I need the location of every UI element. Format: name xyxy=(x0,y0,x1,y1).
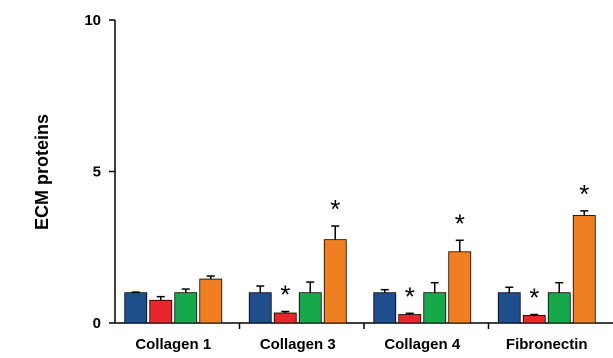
bar-c0-s0 xyxy=(124,292,148,324)
x-tick-label-2: Collagen 4 xyxy=(384,336,461,353)
significance-star-5: * xyxy=(579,179,589,209)
y-axis-title: ECM proteins xyxy=(32,114,52,230)
tick-labels: 0 5 10 Collagen 1 Collagen 3 Collagen 4 Fibron… xyxy=(84,12,587,353)
bar-c0-s3 xyxy=(199,278,223,324)
bar-c1-s3 xyxy=(323,239,347,324)
bar-c3-s1 xyxy=(522,315,546,324)
significance-star-4: * xyxy=(529,283,539,313)
x-tick-label-0: Collagen 1 xyxy=(135,336,211,353)
bar-c3-s2 xyxy=(547,292,571,324)
significance-star-2: * xyxy=(405,281,415,311)
bar-c1-s2 xyxy=(298,292,322,324)
bar-c2-s1 xyxy=(398,314,422,324)
significance-markers: * * * * * * xyxy=(280,179,589,313)
x-tick-label-1: Collagen 3 xyxy=(260,336,336,353)
bar-c1-s1 xyxy=(273,312,297,324)
bar-c0-s2 xyxy=(174,292,198,324)
bar-c0-s1 xyxy=(149,299,173,324)
bar-c3-s3 xyxy=(572,215,596,324)
bar-c2-s2 xyxy=(423,292,447,324)
significance-star-3: * xyxy=(455,208,465,238)
bar-c1-s0 xyxy=(248,292,272,324)
significance-star-0: * xyxy=(280,279,290,309)
y-tick-label-1: 5 xyxy=(93,164,101,181)
y-tick-label-2: 10 xyxy=(84,12,101,29)
bars xyxy=(124,215,596,324)
bar-c3-s0 xyxy=(497,292,521,324)
y-axis-title-group: ECM proteins xyxy=(32,114,52,230)
bar-c2-s3 xyxy=(448,251,472,324)
significance-star-1: * xyxy=(330,194,340,224)
y-tick-label-0: 0 xyxy=(93,315,101,332)
x-tick-label-3: Fibronectin xyxy=(506,336,588,353)
error-bars xyxy=(131,210,589,316)
bar-c2-s0 xyxy=(373,292,397,324)
